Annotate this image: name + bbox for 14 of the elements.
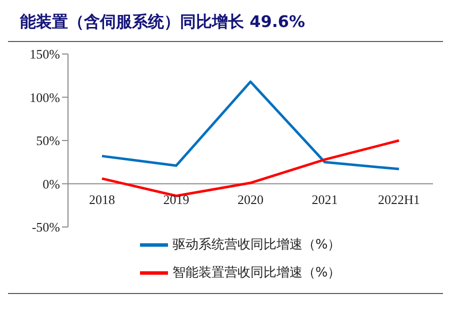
x-tick-label: 2019 xyxy=(163,192,190,207)
y-tick-label: 150% xyxy=(30,46,60,62)
legend-label: 驱动系统营收同比增速（%） xyxy=(172,238,341,253)
x-tick-label: 2020 xyxy=(238,192,264,207)
chart-title: 能装置（含伺服系统）同比增长 49.6% xyxy=(8,8,443,42)
x-tick-label: 2021 xyxy=(312,192,338,207)
legend-label: 智能装置营收同比增速（%） xyxy=(172,266,341,281)
x-tick-label: 2018 xyxy=(89,192,115,207)
y-tick-label: 100% xyxy=(30,90,60,105)
y-tick-label: 50% xyxy=(36,133,60,148)
x-tick-label: 2022H1 xyxy=(378,192,420,207)
y-tick-label: 0% xyxy=(42,176,60,192)
y-tick-label: -50% xyxy=(32,220,60,235)
line-series xyxy=(100,80,400,170)
